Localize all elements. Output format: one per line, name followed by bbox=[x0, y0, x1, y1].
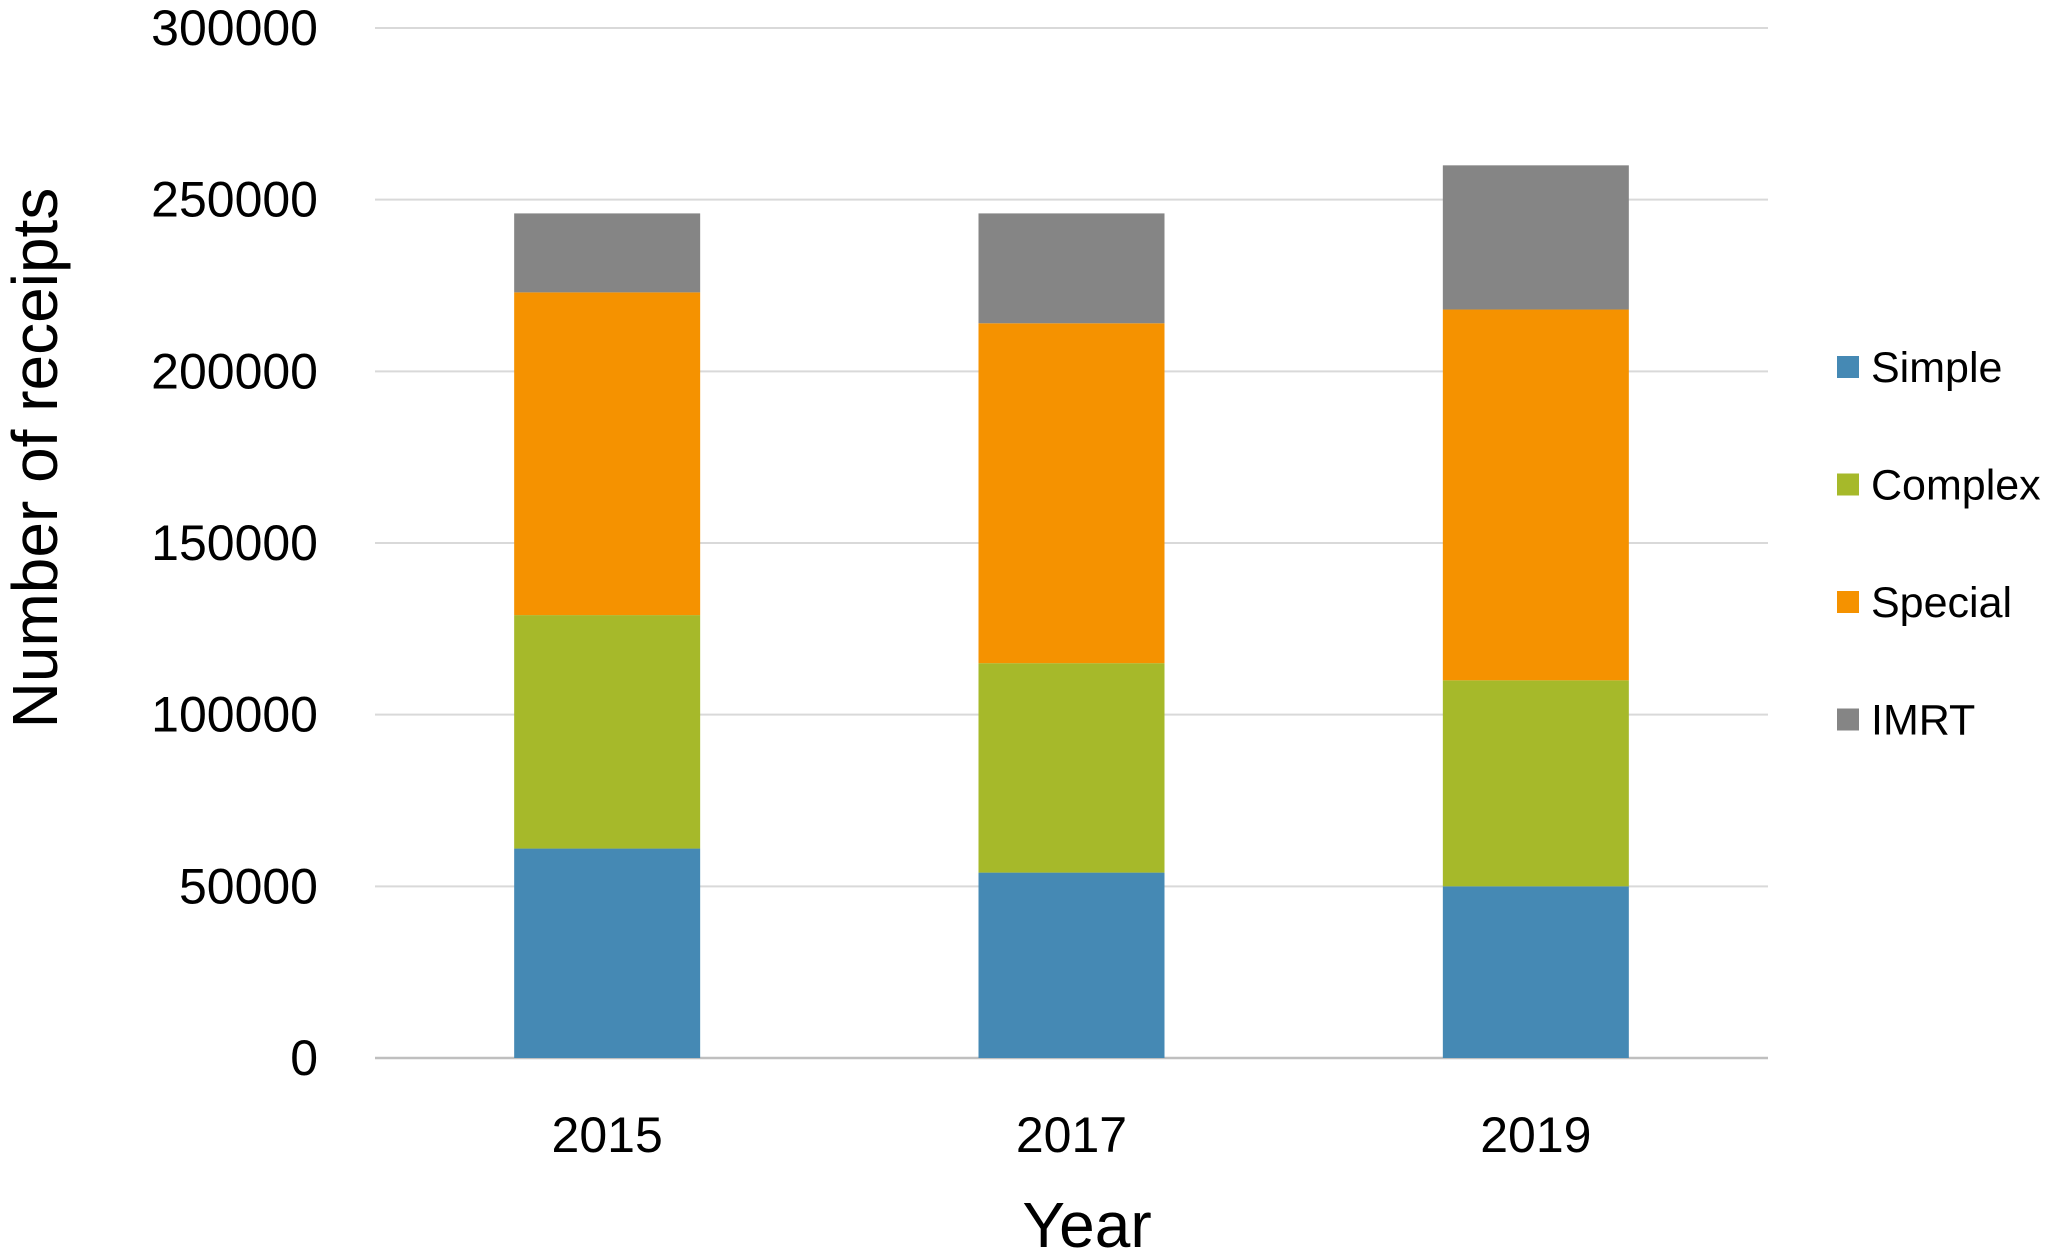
bar-stacks bbox=[514, 165, 1629, 1058]
y-tick-label: 0 bbox=[290, 1030, 318, 1086]
bar-special-2015 bbox=[514, 292, 701, 616]
legend-label-simple: Simple bbox=[1871, 344, 2002, 392]
bar-imrt-2015 bbox=[514, 213, 701, 293]
legend-swatch-imrt bbox=[1837, 708, 1859, 731]
y-tick-label: 150000 bbox=[151, 515, 318, 571]
legend-swatch-simple bbox=[1837, 356, 1859, 378]
y-axis-ticks: 0 50000 100000 150000 200000 250000 300000 bbox=[151, 0, 318, 1086]
y-tick-label: 200000 bbox=[151, 343, 318, 399]
legend-label-special: Special bbox=[1871, 579, 2012, 627]
bar-imrt-2019 bbox=[1442, 165, 1629, 310]
legend-swatch-complex bbox=[1837, 473, 1859, 496]
x-tick-label: 2017 bbox=[1016, 1107, 1127, 1163]
y-tick-label: 250000 bbox=[151, 172, 318, 228]
legend: Simple Complex Special IMRT bbox=[1837, 344, 2041, 745]
bar-complex-2019 bbox=[1442, 680, 1629, 887]
bar-simple-2017 bbox=[978, 872, 1165, 1058]
x-axis-title: Year bbox=[1022, 1189, 1151, 1254]
bar-imrt-2017 bbox=[978, 213, 1165, 324]
x-tick-label: 2015 bbox=[552, 1107, 663, 1163]
bar-complex-2015 bbox=[514, 615, 701, 849]
y-tick-label: 50000 bbox=[179, 858, 318, 914]
legend-label-imrt: IMRT bbox=[1871, 697, 1975, 745]
legend-swatch-special bbox=[1837, 591, 1859, 613]
bar-simple-2015 bbox=[514, 848, 701, 1058]
x-tick-label: 2019 bbox=[1480, 1107, 1591, 1163]
legend-label-complex: Complex bbox=[1871, 462, 2041, 510]
bar-complex-2017 bbox=[978, 663, 1165, 873]
bar-special-2019 bbox=[1442, 309, 1629, 681]
y-axis-title: Number of receipts bbox=[0, 188, 71, 729]
y-tick-label: 300000 bbox=[151, 0, 318, 56]
bar-simple-2019 bbox=[1442, 886, 1629, 1058]
x-axis-ticks: 2015 2017 2019 bbox=[552, 1107, 1592, 1163]
bar-special-2017 bbox=[978, 323, 1165, 664]
y-tick-label: 100000 bbox=[151, 687, 318, 743]
